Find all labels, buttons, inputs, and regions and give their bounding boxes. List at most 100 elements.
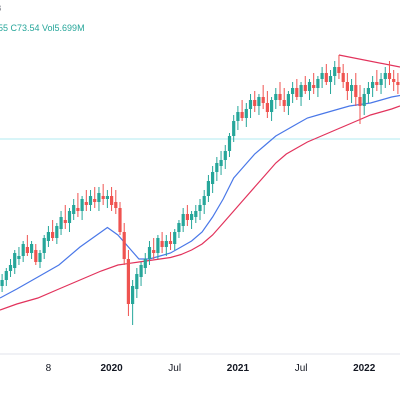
- candle: [387, 61, 392, 85]
- candle-body: [358, 97, 362, 106]
- candle-body: [295, 88, 299, 97]
- candle-body: [152, 250, 156, 253]
- candle-body: [126, 259, 130, 304]
- candle: [274, 88, 278, 109]
- candle-body: [215, 163, 219, 172]
- candle: [202, 190, 206, 214]
- ohlc-readout: 55 C73.54 Vol5.699M: [0, 23, 85, 33]
- candle-body: [274, 94, 278, 100]
- candle: [122, 223, 126, 265]
- legend-top-fragment: B: [0, 4, 1, 13]
- candle: [303, 76, 307, 94]
- candle: [25, 235, 29, 256]
- x-tick-label: 2022: [353, 363, 376, 374]
- candle: [291, 82, 295, 103]
- candle-body: [0, 280, 4, 286]
- candle-body: [248, 100, 253, 109]
- candle: [253, 91, 257, 112]
- candle: [312, 73, 316, 94]
- candle: [152, 238, 156, 259]
- candle-body: [38, 253, 42, 262]
- candle-body: [21, 244, 25, 256]
- candle-body: [13, 253, 17, 268]
- candle-body: [101, 196, 105, 199]
- candle-body: [156, 238, 160, 253]
- candle: [194, 205, 198, 223]
- candle-body: [135, 274, 139, 289]
- candle-body: [328, 76, 333, 82]
- candle: [244, 103, 248, 127]
- candle-body: [93, 199, 97, 202]
- candle: [333, 61, 337, 85]
- candle: [114, 190, 118, 214]
- candle: [396, 73, 400, 94]
- candle-layer: [0, 55, 400, 325]
- candle: [248, 94, 253, 118]
- candle: [168, 232, 173, 250]
- candle: [328, 70, 333, 94]
- candle-body: [42, 238, 46, 253]
- candle-body: [97, 193, 101, 202]
- candle-body: [181, 214, 185, 226]
- candle: [105, 190, 109, 208]
- candle-body: [371, 82, 375, 88]
- candle: [190, 211, 194, 229]
- candle-body: [160, 241, 164, 247]
- candle: [97, 187, 101, 211]
- candle: [232, 115, 236, 142]
- candle-body: [4, 271, 8, 280]
- candle: [375, 70, 379, 91]
- candle-body: [147, 247, 152, 259]
- candle-body: [282, 100, 286, 106]
- legend: B 55 C73.54 Vol5.699M: [0, 4, 85, 33]
- candle-body: [375, 82, 379, 85]
- candle-body: [350, 85, 354, 91]
- candle: [392, 70, 396, 91]
- candle: [345, 73, 349, 100]
- candle-body: [366, 88, 370, 94]
- candle-body: [72, 205, 76, 214]
- candle: [93, 187, 97, 208]
- candle-body: [278, 94, 282, 100]
- candle-body: [379, 79, 383, 85]
- candle: [350, 79, 354, 103]
- candle-body: [76, 208, 80, 211]
- candle-body: [341, 73, 345, 82]
- candle: [173, 229, 177, 250]
- candle: [219, 151, 223, 175]
- candle-body: [8, 265, 13, 271]
- candle-body: [337, 67, 341, 73]
- candle-body: [324, 73, 328, 82]
- x-tick-label: 2021: [227, 363, 250, 374]
- candle-body: [286, 94, 290, 106]
- candle-body: [362, 94, 366, 106]
- candle: [80, 196, 84, 220]
- candle-body: [198, 205, 202, 211]
- candle: [0, 274, 4, 292]
- candle: [261, 85, 265, 109]
- series-line-1: [0, 94, 400, 299]
- candle: [101, 184, 105, 205]
- candle: [59, 211, 63, 235]
- candle: [17, 247, 21, 265]
- candle: [206, 175, 210, 202]
- candle: [38, 250, 42, 268]
- candle-body: [55, 226, 59, 238]
- x-tick-label: Jul: [168, 363, 181, 374]
- x-axis: 8 2020 Jul 2021 Jul 2022: [46, 363, 376, 374]
- candle: [236, 106, 240, 130]
- candle: [324, 64, 328, 85]
- candle-body: [30, 244, 34, 253]
- candle-body: [194, 211, 198, 217]
- candle: [198, 199, 202, 220]
- candle-body: [223, 151, 227, 160]
- candle: [164, 235, 168, 256]
- candle: [181, 208, 185, 232]
- candle: [177, 220, 181, 238]
- candle: [286, 91, 290, 115]
- candle-body: [51, 232, 55, 238]
- candle: [316, 76, 320, 97]
- candle-body: [202, 196, 206, 205]
